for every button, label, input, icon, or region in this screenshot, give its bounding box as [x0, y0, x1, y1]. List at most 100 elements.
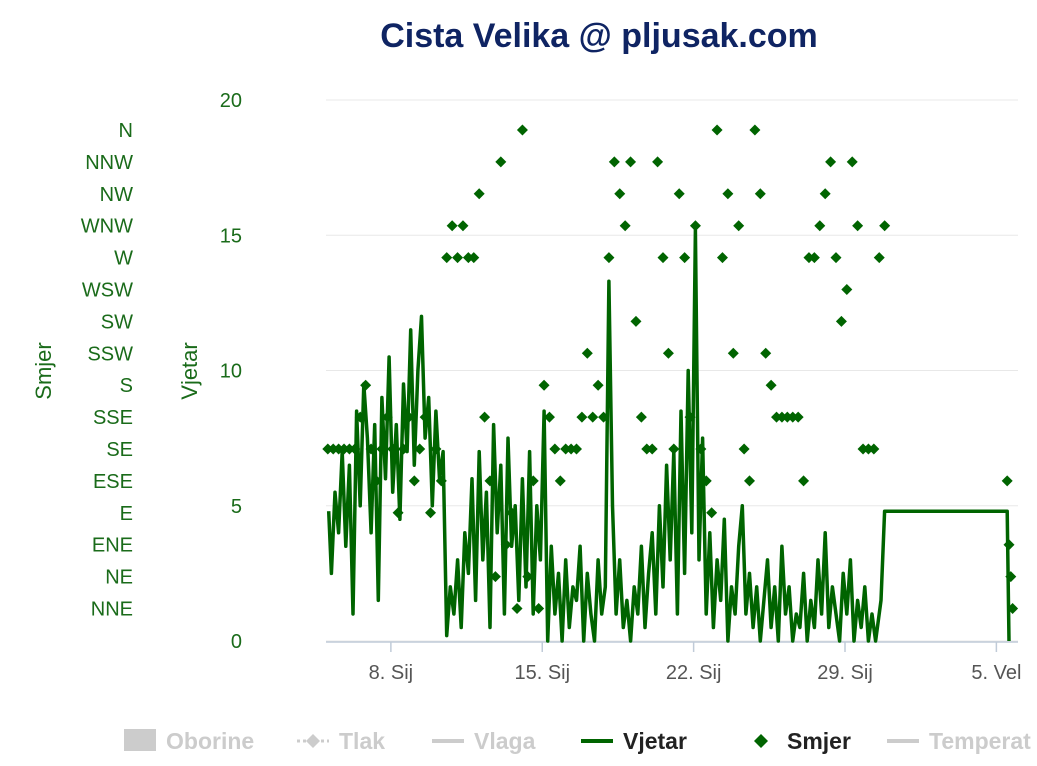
- vjetar-tick-label: 0: [231, 631, 242, 653]
- series-vjetar: [326, 228, 1011, 643]
- legend-item-oborine[interactable]: Oborine: [124, 728, 254, 754]
- smjer-point: [403, 411, 415, 423]
- smjer-point: [684, 411, 696, 423]
- smjer-point: [522, 571, 534, 583]
- smjer-point: [414, 443, 426, 455]
- smjer-tick-label: WSW: [82, 280, 133, 302]
- smjer-point: [533, 603, 545, 614]
- smjer-point: [668, 443, 680, 455]
- smjer-point: [819, 188, 831, 200]
- legend-item-smjer[interactable]: Smjer: [754, 728, 851, 754]
- smjer-point: [700, 475, 712, 487]
- smjer-point: [825, 156, 837, 168]
- smjer-point: [543, 411, 555, 423]
- smjer-tick-label: WNW: [81, 216, 133, 238]
- smjer-point: [1005, 571, 1017, 583]
- smjer-point: [511, 603, 523, 614]
- smjer-point: [738, 443, 750, 455]
- smjer-point: [479, 411, 491, 423]
- legend-label: Vlaga: [474, 728, 536, 754]
- smjer-point: [716, 252, 728, 264]
- smjer-point: [798, 475, 810, 487]
- smjer-point: [576, 411, 588, 423]
- vjetar-tick-label: 10: [220, 361, 242, 383]
- smjer-point: [852, 220, 864, 232]
- smjer-point: [754, 188, 766, 200]
- smjer-point: [706, 507, 718, 519]
- legend-label: Temperat: [929, 728, 1031, 754]
- smjer-point: [484, 475, 496, 487]
- smjer-point: [749, 124, 761, 136]
- smjer-point: [1001, 475, 1013, 487]
- smjer-point: [360, 379, 372, 391]
- vjetar-tick-label: 15: [220, 225, 242, 247]
- vjetar-axis-ticks: 0 5 10 15 20: [220, 90, 242, 653]
- smjer-point: [468, 252, 480, 264]
- smjer-tick-label: N: [119, 120, 133, 142]
- smjer-point: [408, 475, 420, 487]
- smjer-point: [538, 379, 550, 391]
- smjer-point: [635, 411, 647, 423]
- smjer-point: [765, 379, 777, 391]
- smjer-point: [441, 252, 453, 264]
- x-tick-label: 5. Vel: [971, 662, 1021, 684]
- chart-title: Cista Velika @ pljusak.com: [380, 17, 818, 55]
- legend-item-temperat[interactable]: Temperat: [887, 728, 1031, 754]
- legend-label: Tlak: [339, 728, 385, 754]
- smjer-point: [392, 507, 404, 519]
- smjer-point: [570, 443, 582, 455]
- smjer-point: [625, 156, 637, 168]
- legend-item-vjetar[interactable]: Vjetar: [581, 728, 687, 754]
- smjer-point: [679, 252, 691, 264]
- smjer-point: [549, 443, 561, 455]
- vjetar-line: [326, 228, 1011, 643]
- smjer-point: [608, 156, 620, 168]
- legend-item-vlaga[interactable]: Vlaga: [432, 728, 536, 754]
- smjer-point: [473, 188, 485, 200]
- smjer-point: [397, 443, 409, 455]
- x-axis: 8. Sij 15. Sij 22. Sij 29. Sij 5. Vel: [326, 641, 1021, 684]
- legend-symbol: [754, 734, 768, 748]
- smjer-point: [727, 347, 739, 359]
- smjer-point: [506, 507, 518, 519]
- smjer-point: [527, 475, 539, 487]
- smjer-point: [581, 347, 593, 359]
- smjer-point: [387, 443, 399, 455]
- smjer-axis-ticks: NNE NE ENE E ESE SE SSE S SSW SW WSW W WNW NW NNW N: [81, 120, 133, 621]
- smjer-point: [743, 475, 755, 487]
- vjetar-axis-title: Vjetar: [177, 342, 202, 399]
- series-smjer: [322, 124, 1019, 614]
- smjer-point: [733, 220, 745, 232]
- smjer-point: [630, 315, 642, 327]
- legend-symbol-marker: [306, 734, 320, 748]
- vjetar-tick-label: 5: [231, 496, 242, 518]
- grid-lines: [326, 99, 1018, 642]
- legend[interactable]: Oborine Tlak Vlaga Vjetar Smjer Temperat: [124, 728, 1031, 754]
- smjer-point: [652, 156, 664, 168]
- smjer-point: [381, 411, 393, 423]
- smjer-point: [873, 252, 885, 264]
- smjer-tick-label: NE: [105, 567, 133, 589]
- smjer-point: [689, 220, 701, 232]
- smjer-point: [841, 284, 853, 295]
- smjer-point: [489, 571, 501, 583]
- smjer-point: [722, 188, 734, 200]
- smjer-point: [868, 443, 880, 455]
- smjer-point: [365, 443, 377, 455]
- smjer-point: [673, 188, 685, 200]
- legend-item-tlak[interactable]: Tlak: [297, 728, 385, 754]
- smjer-tick-label: SSW: [87, 343, 133, 365]
- smjer-point: [760, 347, 772, 359]
- smjer-point: [500, 539, 512, 551]
- smjer-tick-label: E: [120, 503, 133, 525]
- smjer-point: [830, 252, 842, 264]
- smjer-point: [554, 475, 566, 487]
- x-tick-label: 29. Sij: [817, 662, 873, 684]
- smjer-tick-label: ESE: [93, 471, 133, 493]
- smjer-point: [1003, 539, 1015, 551]
- smjer-point: [435, 475, 447, 487]
- smjer-axis-title: Smjer: [31, 342, 56, 399]
- vjetar-tick-label: 20: [220, 90, 242, 112]
- smjer-point: [376, 443, 388, 455]
